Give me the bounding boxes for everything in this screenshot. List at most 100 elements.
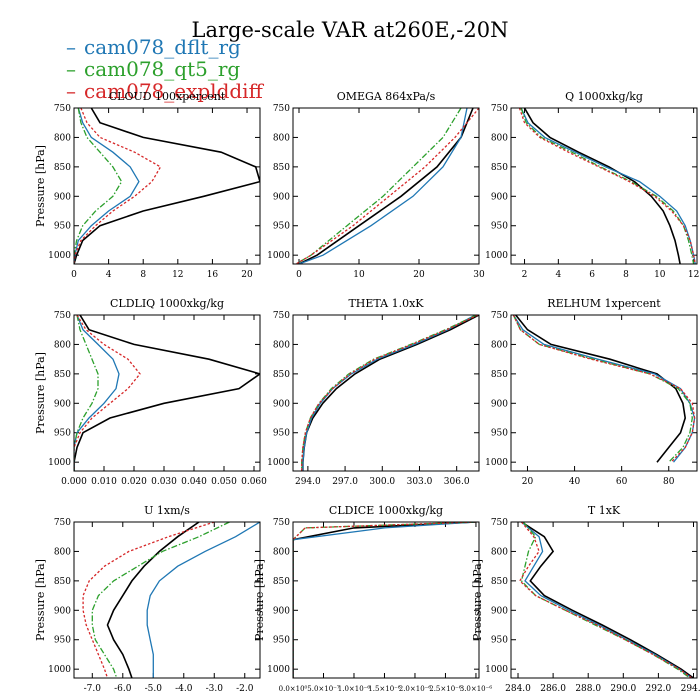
chart-panel-3: Q 1000xkg/kg 750 800 850 900 950 1000 2 4 6 8 10 12 [485, 90, 699, 280]
y-tick-label: 1000 [485, 458, 508, 468]
plot-frame [510, 314, 698, 472]
plot-frame [292, 107, 480, 265]
y-tick-label: 750 [491, 518, 508, 528]
x-tick-label: 297.0 [332, 477, 358, 487]
x-tick-label: -6.0 [114, 684, 132, 694]
y-tick-label: 950 [54, 636, 71, 646]
series-line-cam078_qt5_rg [520, 522, 691, 678]
x-tick-label: 16 [207, 270, 219, 280]
series-line-black [74, 108, 260, 264]
y-tick-label: 1000 [267, 251, 290, 261]
x-tick-label: 20 [522, 477, 534, 487]
y-tick-label: 850 [54, 163, 71, 173]
legend: – cam078_dflt_rg – cam078_qt5_rg – cam078_e… [66, 36, 263, 102]
series-group [518, 108, 696, 264]
x-tick-label: 0.030 [151, 477, 177, 487]
x-tick-label: 10 [654, 270, 666, 280]
y-tick-label: 750 [273, 311, 290, 321]
y-tick-label: 750 [54, 104, 71, 114]
chart-panel-4: CLDLIQ 1000xkg/kg Pressure [hPa] 750 800 850… [34, 297, 267, 487]
y-tick-label: 950 [54, 429, 71, 439]
x-tick-label: 1.5×10⁻⁶ [368, 685, 401, 693]
x-tick-label: -3.0 [206, 684, 224, 694]
y-axis-label: Pressure [hPa] [253, 559, 266, 641]
series-line-cam078_qt5_rg [74, 108, 123, 264]
panel-title: T 1xK [588, 504, 621, 517]
panel-title: CLDLIQ 1000xkg/kg [110, 297, 224, 310]
panel-title: CLDICE 1000xkg/kg [329, 504, 443, 517]
series-line-cam078_explddiff [518, 522, 693, 678]
y-tick-label: 850 [491, 163, 508, 173]
x-tick-label: 0.010 [91, 477, 117, 487]
series-group [82, 522, 260, 678]
legend-label-qt5: cam078_qt5_rg [84, 57, 241, 81]
y-tick-label: 950 [491, 222, 508, 232]
y-axis-label: Pressure [hPa] [34, 559, 47, 641]
x-tick-label: 0 [296, 270, 302, 280]
x-tick-label: 284.0 [505, 684, 531, 694]
series-line-cam078_dflt_rg [74, 108, 140, 264]
x-tick-label: 2 [522, 270, 528, 280]
y-tick-label: 800 [491, 547, 508, 557]
series-line-cam078_qt5_rg [74, 315, 99, 471]
y-tick-label: 850 [491, 577, 508, 587]
legend-label-dflt: cam078_dflt_rg [84, 35, 241, 59]
panel-title: OMEGA 864xPa/s [337, 90, 436, 103]
series-line-cam078_qt5_rg [520, 108, 695, 264]
x-tick-label: 8 [623, 270, 629, 280]
y-tick-label: 900 [273, 399, 290, 409]
series-line-black [74, 315, 260, 471]
x-tick-label: 0.0×10⁰ [279, 685, 308, 693]
x-tick-label: 2.0×10⁻⁶ [399, 685, 432, 693]
legend-item-dflt: – cam078_dflt_rg [66, 36, 263, 58]
x-tick-label: 12 [172, 270, 183, 280]
x-tick-label: 300.0 [369, 477, 395, 487]
x-tick-label: 20 [241, 270, 253, 280]
y-tick-label: 900 [54, 606, 71, 616]
y-tick-label: 800 [54, 340, 71, 350]
x-tick-label: 2.5×10⁻⁶ [429, 685, 462, 693]
chart-panel-5: THETA 1.0xK 750 800 850 900 950 1000 294.0 297.0… [267, 297, 480, 487]
y-tick-label: 950 [491, 636, 508, 646]
x-tick-label: 294.0 [295, 477, 321, 487]
x-tick-label: 40 [569, 477, 581, 487]
series-line-cam078_explddiff [293, 522, 477, 678]
series-line-black [293, 522, 477, 678]
chart-panel-6: RELHUM 1xpercent 750 800 850 900 950 1000 20 40 6… [485, 297, 698, 487]
y-tick-label: 900 [491, 606, 508, 616]
series-line-cam078_dflt_rg [302, 315, 476, 471]
y-tick-label: 800 [491, 340, 508, 350]
series-line-cam078_qt5_rg [91, 522, 230, 678]
y-tick-label: 800 [54, 547, 71, 557]
x-tick-label: 4 [106, 270, 112, 280]
x-tick-label: 20 [413, 270, 425, 280]
series-line-cam078_explddiff [518, 108, 696, 264]
chart-panel-9: T 1xK Pressure [hPa] 750 800 850 900 950 1000 28… [471, 504, 700, 694]
y-tick-label: 800 [273, 133, 290, 143]
y-tick-label: 850 [273, 163, 290, 173]
x-tick-label: 294.0 [681, 684, 700, 694]
y-axis-label: Pressure [hPa] [471, 559, 484, 641]
y-tick-label: 1000 [267, 665, 290, 675]
series-line-cam078_dflt_rg [293, 522, 477, 678]
y-tick-label: 900 [491, 192, 508, 202]
x-tick-label: 3.0×10⁻⁶ [460, 685, 493, 693]
x-tick-label: 60 [616, 477, 628, 487]
plot-frame [292, 314, 480, 472]
y-tick-label: 900 [273, 606, 290, 616]
y-tick-label: 1000 [485, 665, 508, 675]
y-tick-label: 900 [273, 192, 290, 202]
y-tick-label: 750 [273, 104, 290, 114]
panel-title: Q 1000xkg/kg [565, 90, 643, 103]
y-tick-label: 950 [273, 222, 290, 232]
x-tick-label: 303.0 [407, 477, 433, 487]
y-tick-label: 800 [273, 340, 290, 350]
series-line-cam078_qt5_rg [293, 522, 477, 678]
x-tick-label: 292.0 [646, 684, 672, 694]
y-tick-label: 750 [273, 518, 290, 528]
y-tick-label: 1000 [48, 251, 71, 261]
legend-swatch-qt5: – [66, 57, 76, 81]
y-tick-label: 750 [54, 311, 71, 321]
x-tick-label: 12 [688, 270, 699, 280]
y-tick-label: 850 [491, 370, 508, 380]
